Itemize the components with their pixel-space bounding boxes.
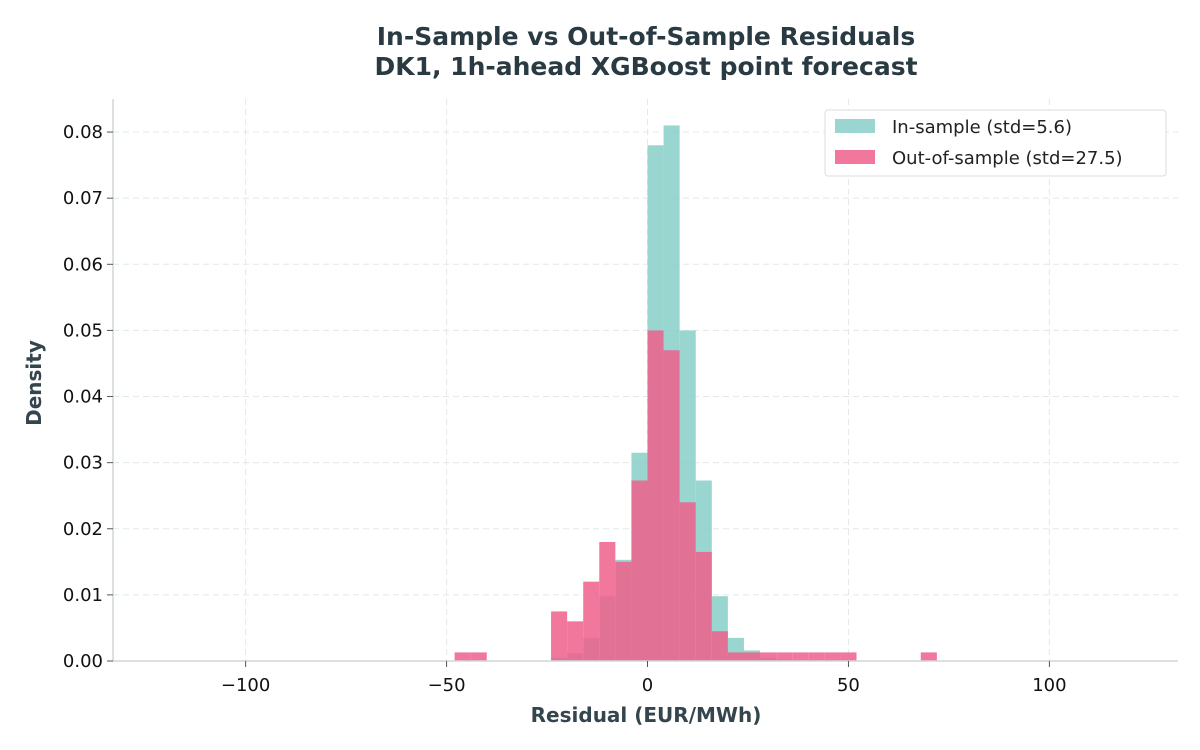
y-tick-label: 0.03 bbox=[63, 453, 103, 474]
histogram-bar bbox=[920, 652, 937, 661]
y-tick-label: 0.01 bbox=[63, 585, 103, 606]
bars-group bbox=[454, 125, 937, 661]
histogram-bar bbox=[808, 652, 825, 661]
tick-labels: 0.00 0.01 0.02 0.03 0.04 0.05 0.06 0.07 0.08 −100… bbox=[63, 122, 1067, 696]
histogram-bar bbox=[695, 551, 712, 661]
histogram-bar bbox=[647, 330, 664, 661]
histogram-bar bbox=[663, 350, 680, 661]
x-tick-label: 50 bbox=[837, 675, 860, 696]
histogram-bar bbox=[599, 541, 616, 661]
histogram-bar bbox=[792, 652, 809, 661]
histogram-bar bbox=[760, 652, 777, 661]
legend-box bbox=[824, 109, 1167, 177]
histogram-bar bbox=[631, 480, 648, 661]
histogram-bar bbox=[743, 652, 761, 661]
legend: In-sample (std=5.6) Out-of-sample (std=2… bbox=[824, 109, 1167, 177]
x-tick-label: 100 bbox=[1032, 675, 1066, 696]
histogram-bar bbox=[454, 652, 471, 661]
histogram-bar bbox=[583, 581, 600, 661]
y-tick-label: 0.06 bbox=[63, 254, 103, 275]
histogram-bar bbox=[840, 652, 857, 661]
axes bbox=[112, 99, 1178, 662]
y-axis-label: Density bbox=[22, 340, 46, 426]
series-1 bbox=[454, 330, 937, 661]
chart-title: In-Sample vs Out-of-Sample Residuals bbox=[377, 22, 916, 51]
histogram-bar bbox=[615, 561, 632, 661]
y-tick-label: 0.08 bbox=[63, 122, 103, 143]
histogram-bar bbox=[470, 652, 487, 661]
y-tick-label: 0.02 bbox=[63, 519, 103, 540]
legend-swatch-out-of-sample bbox=[835, 150, 875, 164]
y-tick-label: 0.04 bbox=[63, 387, 103, 408]
y-tick-label: 0.07 bbox=[63, 188, 103, 209]
histogram-bar bbox=[551, 611, 568, 661]
histogram-bar bbox=[567, 621, 584, 661]
legend-label-in-sample: In-sample (std=5.6) bbox=[892, 117, 1072, 138]
y-tick-label: 0.05 bbox=[63, 320, 103, 341]
histogram-bar bbox=[711, 631, 728, 661]
x-tick-label: −50 bbox=[428, 675, 466, 696]
legend-swatch-in-sample bbox=[835, 119, 875, 133]
legend-label-out-of-sample: Out-of-sample (std=27.5) bbox=[892, 148, 1123, 169]
histogram-bar bbox=[776, 652, 793, 661]
histogram-bar bbox=[727, 652, 744, 661]
histogram-bar bbox=[824, 652, 841, 661]
histogram-bar bbox=[679, 502, 696, 661]
y-tick-label: 0.00 bbox=[63, 651, 103, 672]
x-tick-label: −100 bbox=[221, 675, 270, 696]
chart-subtitle: DK1, 1h-ahead XGBoost point forecast bbox=[374, 52, 917, 81]
x-tick-label: 0 bbox=[642, 675, 653, 696]
x-axis-label: Residual (EUR/MWh) bbox=[531, 703, 762, 727]
